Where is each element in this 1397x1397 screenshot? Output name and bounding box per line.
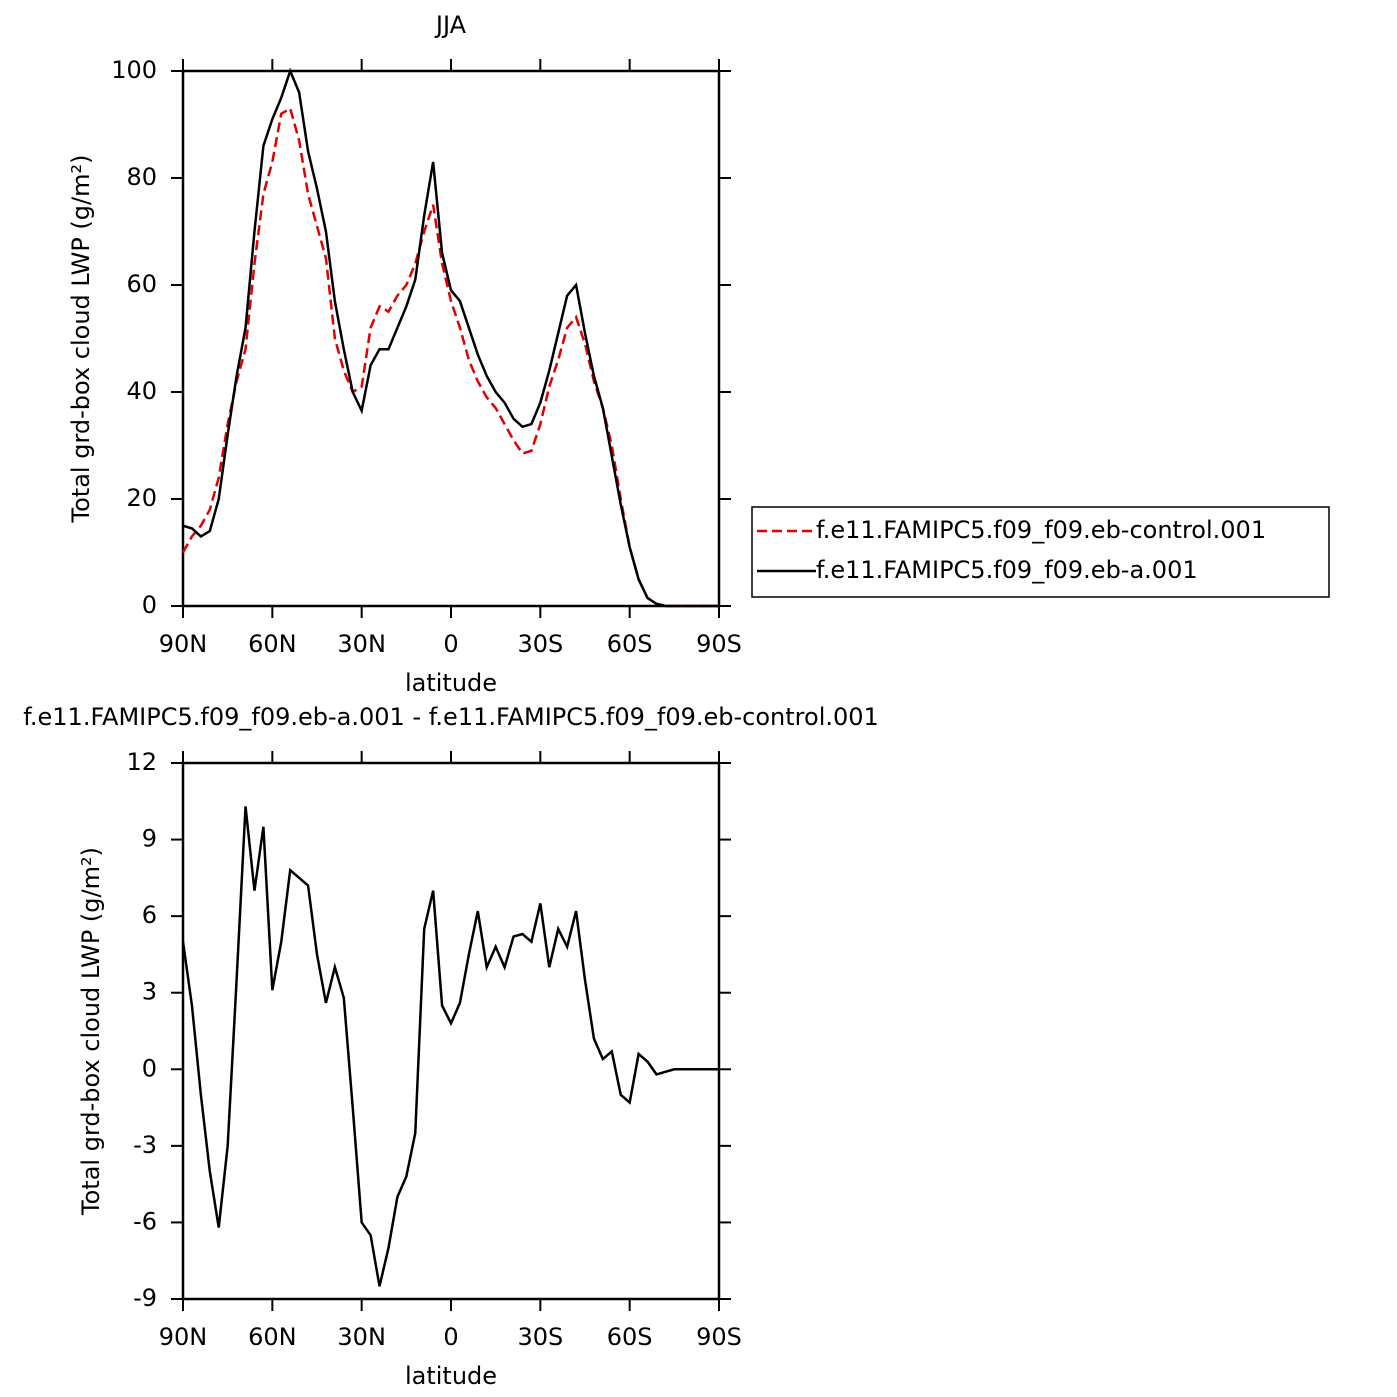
y-tick-label: 6 [142, 901, 157, 929]
y-tick-label: 12 [126, 748, 157, 776]
plot-frame [181, 761, 721, 1301]
y-tick-label: 3 [142, 978, 157, 1006]
x-axis-label: latitude [405, 669, 497, 697]
x-tick-label: 90S [696, 1323, 742, 1351]
y-tick-label: -3 [133, 1131, 157, 1159]
legend-label: f.e11.FAMIPC5.f09_f09.eb-a.001 [816, 556, 1198, 584]
x-tick-label: 60N [248, 630, 297, 658]
y-tick-label: 80 [126, 163, 157, 191]
x-tick-label: 30N [337, 1323, 386, 1351]
y-axis-label: Total grd-box cloud LWP (g/m²) [77, 847, 105, 1216]
x-tick-label: 90S [696, 630, 742, 658]
y-tick-label: 20 [126, 484, 157, 512]
y-tick-label: 0 [142, 1054, 157, 1082]
plot-frame [181, 69, 721, 608]
legend-box [751, 506, 1330, 598]
x-tick-label: 60S [607, 1323, 653, 1351]
y-tick-label: 60 [126, 270, 157, 298]
x-tick-label: 30S [517, 1323, 563, 1351]
series-line [181, 806, 719, 1287]
x-tick-label: 90N [159, 1323, 208, 1351]
chart-title: JJA [434, 11, 467, 39]
x-tick-label: 60N [248, 1323, 297, 1351]
y-tick-label: 100 [111, 56, 157, 84]
y-tick-label: 0 [142, 591, 157, 619]
x-tick-label: 30N [337, 630, 386, 658]
series-line [182, 67, 719, 608]
y-tick-label: 40 [126, 377, 157, 405]
x-axis-label: latitude [405, 1362, 497, 1390]
y-tick-label: 9 [142, 825, 157, 853]
series-line [181, 106, 719, 608]
x-tick-label: 30S [517, 630, 563, 658]
y-tick-label: -9 [133, 1284, 157, 1312]
y-tick-label: -6 [133, 1207, 157, 1235]
chart-title: f.e11.FAMIPC5.f09_f09.eb-a.001 - f.e11.F… [23, 703, 879, 731]
y-axis-label: Total grd-box cloud LWP (g/m²) [67, 155, 95, 524]
legend-label: f.e11.FAMIPC5.f09_f09.eb-control.001 [816, 516, 1266, 544]
x-tick-label: 0 [443, 1323, 458, 1351]
x-tick-label: 0 [443, 630, 458, 658]
x-tick-label: 60S [607, 630, 653, 658]
x-tick-label: 90N [159, 630, 208, 658]
